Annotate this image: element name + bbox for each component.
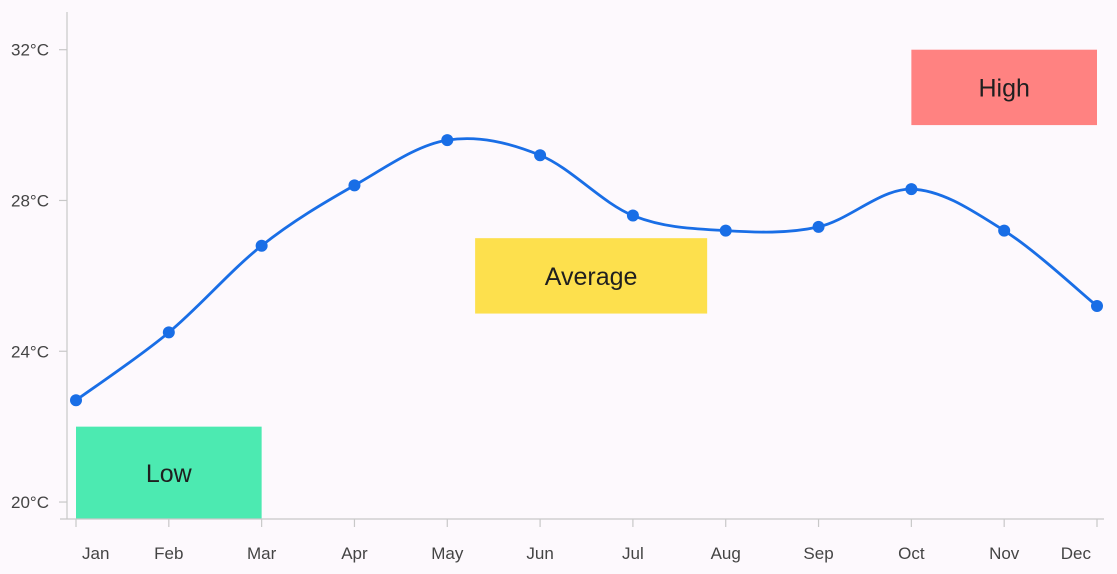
data-point-dec (1091, 300, 1103, 313)
y-tick-label: 32°C (11, 41, 49, 60)
points-layer (70, 134, 1103, 407)
y-tick-label: 24°C (11, 342, 49, 361)
x-tick-label: May (431, 544, 464, 563)
data-point-may (441, 134, 454, 147)
bands-layer: Low Average High (76, 49, 1097, 519)
band-rect (911, 49, 1097, 126)
series-layer (75, 137, 1098, 402)
data-point-jul (626, 209, 639, 222)
data-point-oct (905, 183, 918, 196)
band-low: Low (76, 426, 262, 519)
data-point-mar (255, 239, 268, 252)
x-tick-label: Aug (711, 544, 741, 563)
band-average: Average (475, 238, 708, 314)
data-point-aug (719, 224, 732, 237)
data-point-sep (812, 220, 825, 233)
band-label: Low (146, 460, 193, 488)
x-tick-label: Dec (1061, 544, 1092, 563)
x-tick-label: Apr (341, 544, 368, 563)
data-point-nov (998, 224, 1011, 237)
x-tick-label: Sep (803, 544, 833, 563)
band-label: High (978, 74, 1029, 102)
data-point-apr (348, 179, 361, 192)
axes-layer: 20°C 24°C 28°C 32°C Jan Feb Mar Apr May Jun Jul Aug… (11, 12, 1104, 563)
x-tick-label: Feb (154, 544, 183, 563)
band-label: Average (545, 263, 638, 291)
y-tick-label: 28°C (11, 191, 49, 210)
series-line-temperature (75, 137, 1098, 402)
x-tick-label: Nov (989, 544, 1020, 563)
x-tick-label: Oct (898, 544, 925, 563)
x-tick-label: Mar (247, 544, 277, 563)
x-tick-label: Jun (526, 544, 553, 563)
band-rect (76, 426, 262, 519)
band-rect (475, 238, 708, 314)
x-tick-label: Jul (622, 544, 644, 563)
band-high: High (911, 49, 1097, 126)
y-tick-label: 20°C (11, 493, 49, 512)
data-point-feb (162, 326, 175, 339)
data-point-jun (534, 149, 547, 162)
x-tick-label: Jan (82, 544, 109, 563)
data-point-jan (70, 394, 82, 407)
